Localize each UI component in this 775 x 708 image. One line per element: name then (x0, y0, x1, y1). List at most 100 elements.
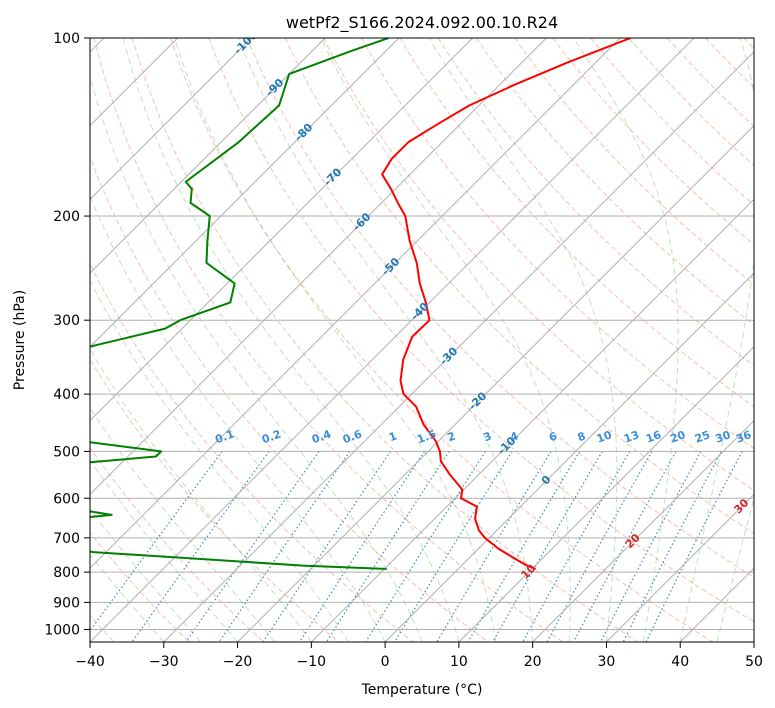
mixing-ratio-line (645, 451, 743, 642)
dry-adiabat (90, 446, 265, 642)
mixing-ratio-lines-layer (90, 451, 743, 642)
isotherm-line (90, 38, 252, 201)
isotherm-line (458, 346, 754, 642)
dry-adiabat (90, 531, 190, 642)
isotherm-label: -100 (231, 28, 260, 57)
moist-adiabat (679, 38, 754, 642)
dry-adiabat (284, 38, 754, 535)
moist-adiabat (238, 38, 534, 642)
dry-adiabats-layer (90, 38, 754, 642)
isotherm-line (90, 38, 400, 348)
dry-adiabat (628, 38, 754, 167)
dry-adiabat (514, 38, 754, 286)
isotherm-line (90, 38, 326, 274)
moist-adiabat (90, 348, 312, 642)
moist-adiabat (90, 74, 423, 642)
moist-adiabat (428, 38, 618, 642)
mixing-ratio-line (131, 451, 270, 642)
isotherm-line (163, 51, 754, 642)
dry-adiabat (552, 38, 754, 246)
dry-adiabat (131, 38, 639, 642)
moist-adiabat (90, 406, 275, 642)
moist-adiabat (572, 38, 679, 642)
moist-adiabat (90, 508, 202, 642)
isotherm-line (753, 641, 754, 642)
mixing-ratio-label: 0.2 (260, 427, 283, 446)
dry-adiabat (322, 38, 754, 492)
dry-adiabat (437, 38, 754, 367)
grid-layer (90, 38, 754, 630)
x-tick-label: −20 (223, 654, 253, 670)
y-tick-label: 300 (53, 313, 80, 329)
x-tick-label: 20 (524, 654, 542, 670)
isotherm-line (90, 38, 474, 422)
isotherm-line (532, 419, 754, 642)
plot-frame (89, 37, 755, 643)
isotherm-line (606, 493, 754, 642)
moist-adiabat (90, 194, 386, 642)
y-tick-label: 700 (53, 531, 80, 547)
mixing-ratio-label: 6 (547, 429, 559, 444)
mixing-ratio-label: 1 (387, 430, 399, 445)
mixing-ratio-label: 10 (595, 428, 614, 446)
dry-adiabat (246, 38, 754, 578)
mixing-ratio-line (522, 451, 631, 642)
mixing-ratio-label: 2 (446, 430, 458, 445)
y-axis-title: Pressure (hPa) (12, 290, 28, 390)
moist-adiabat (174, 38, 497, 642)
chart-title: wetPf2_S166.2024.092.00.10.R24 (286, 13, 558, 33)
moist-adiabat (716, 496, 754, 642)
mixing-ratio-line (218, 451, 351, 642)
y-tick-label: 900 (53, 595, 80, 611)
y-tick-label: 400 (53, 387, 80, 403)
moist-adiabat (90, 279, 349, 642)
x-axis: −40 −30 −20 −10 0 10 20 30 40 50 (75, 642, 763, 670)
mixing-ratio-label: 4 (508, 429, 520, 444)
x-tick-label: 10 (450, 654, 468, 670)
x-tick-label: 0 (381, 654, 390, 670)
y-tick-label: 1000 (44, 622, 80, 638)
dry-adiabat (93, 38, 564, 642)
y-tick-label: 600 (53, 491, 80, 507)
temperature-profile (381, 38, 631, 570)
mixing-ratio-label: 36 (734, 428, 753, 446)
dry-adiabat (90, 155, 489, 642)
mixing-ratio-line (90, 451, 223, 632)
mixing-ratio-line (365, 451, 486, 642)
moist-adiabat (122, 38, 460, 642)
dry-adiabat (475, 38, 754, 326)
y-tick-label: 500 (53, 444, 80, 460)
isotherm-line (90, 38, 621, 569)
moist-adiabat (90, 459, 238, 642)
x-tick-label: 50 (745, 654, 763, 670)
mixing-ratio-line (492, 451, 603, 642)
mixing-ratio-label: 13 (622, 428, 641, 445)
x-tick-label: 30 (598, 654, 616, 670)
mixing-ratio-label: 16 (644, 428, 663, 446)
mixing-ratio-line (185, 451, 320, 642)
isotherm-line (90, 38, 695, 642)
isotherms-layer (90, 38, 754, 642)
dry-adiabat (90, 358, 339, 642)
mixing-ratio-line (299, 451, 425, 642)
isoline-labels-layer: -100-90-80-70-60-50-40-30-20-10010203040… (213, 28, 753, 582)
dry-adiabat (361, 38, 754, 450)
y-tick-label: 800 (53, 565, 80, 581)
mixing-ratio-line (600, 451, 702, 642)
mixing-ratio-label: 1.5 (415, 427, 438, 446)
y-axis: 1000 900 800 700 600 500 400 300 200 100 (44, 31, 90, 638)
mixing-ratio-label: 8 (576, 430, 588, 445)
x-tick-label: 40 (671, 654, 689, 670)
x-axis-title: Temperature (°C) (361, 682, 483, 698)
x-tick-label: −30 (149, 654, 179, 670)
x-tick-label: −40 (75, 654, 105, 670)
isotherm-line (310, 198, 754, 642)
mixing-ratio-line (622, 451, 722, 642)
mixing-ratio-line (262, 451, 392, 642)
dry-adiabat (90, 262, 414, 642)
mixing-ratio-label: 0.4 (310, 427, 333, 446)
isotherm-line (384, 272, 754, 642)
isotherm-line (90, 38, 547, 496)
